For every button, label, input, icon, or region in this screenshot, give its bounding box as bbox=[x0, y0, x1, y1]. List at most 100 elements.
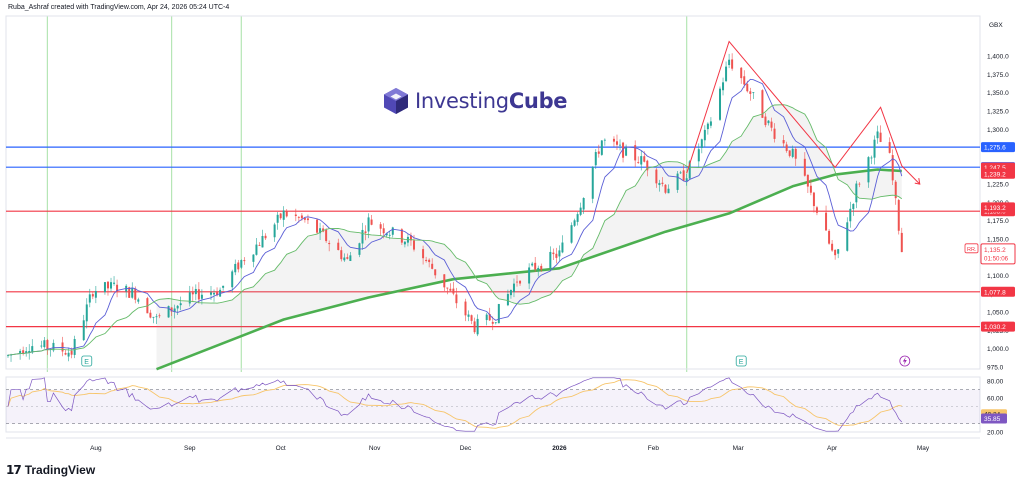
candle-body bbox=[155, 316, 158, 318]
candle-body bbox=[137, 299, 140, 302]
candle-body bbox=[697, 149, 700, 162]
candle-body bbox=[834, 249, 837, 256]
candle-body bbox=[200, 294, 203, 299]
candle-body bbox=[134, 288, 137, 300]
candle-body bbox=[761, 90, 764, 118]
ma-200-line bbox=[156, 168, 902, 371]
candle-body bbox=[91, 294, 94, 297]
candle-body bbox=[788, 150, 791, 156]
arrow-head bbox=[914, 178, 921, 185]
candle-body bbox=[682, 170, 685, 181]
candle-body bbox=[488, 314, 491, 321]
rsi-value-label: 35.85 bbox=[984, 416, 1001, 423]
price-grid bbox=[5, 15, 981, 370]
candle-body bbox=[85, 304, 88, 322]
candle-body bbox=[110, 282, 113, 289]
candle-body bbox=[7, 355, 9, 357]
candle-body bbox=[773, 128, 776, 139]
candle-body bbox=[213, 292, 216, 295]
candle-body bbox=[516, 281, 519, 283]
candle-body bbox=[379, 224, 382, 229]
cube-logo-icon bbox=[384, 88, 408, 114]
ma-fast-line bbox=[7, 78, 903, 356]
price-tick-label: 1,400.0 bbox=[987, 54, 1009, 61]
level-tag bbox=[981, 142, 1015, 153]
candle-body bbox=[812, 192, 815, 207]
candle-body bbox=[240, 260, 243, 268]
candle-body bbox=[688, 161, 691, 179]
candle-body bbox=[528, 267, 531, 284]
candle-body bbox=[794, 148, 797, 159]
candle-body bbox=[646, 160, 649, 171]
price-tick-label: 975.0 bbox=[987, 365, 1004, 372]
candle-body bbox=[731, 59, 734, 69]
candle-body bbox=[243, 260, 246, 262]
candle-body bbox=[894, 181, 897, 199]
candle-body bbox=[346, 257, 349, 259]
price-tick-label: 1,175.0 bbox=[987, 218, 1009, 225]
candle-body bbox=[658, 182, 661, 186]
event-marker-label: E bbox=[739, 359, 744, 366]
candle-body bbox=[837, 249, 840, 254]
rsi-signal-line bbox=[7, 379, 902, 429]
candle-body bbox=[634, 145, 637, 161]
time-tick-label: Nov bbox=[369, 445, 381, 452]
candle-body bbox=[719, 88, 722, 120]
rsi-tick-label: 20.00 bbox=[987, 430, 1004, 437]
candle-body bbox=[167, 306, 170, 318]
candle-body bbox=[888, 142, 891, 153]
candle-body bbox=[494, 322, 497, 324]
candle-body bbox=[349, 255, 352, 262]
candle-body bbox=[31, 346, 34, 353]
candle-body bbox=[749, 91, 752, 94]
candle-body bbox=[470, 315, 473, 321]
candle-body bbox=[870, 157, 873, 159]
candle-body bbox=[782, 140, 785, 144]
candle-body bbox=[582, 198, 585, 210]
candle-body bbox=[615, 141, 618, 145]
candle-body bbox=[667, 188, 670, 194]
candle-body bbox=[858, 183, 861, 185]
level-tag bbox=[981, 168, 1015, 179]
candle-body bbox=[619, 144, 622, 146]
candle-body bbox=[552, 252, 555, 255]
time-tick-label: Feb bbox=[648, 445, 660, 452]
candle-body bbox=[152, 316, 155, 318]
candle-body bbox=[176, 305, 179, 309]
candle-body bbox=[664, 184, 667, 193]
candle-body bbox=[449, 288, 452, 291]
candle-body bbox=[367, 217, 370, 232]
candle-body bbox=[128, 287, 131, 298]
logo-wordmark: InvestingCube bbox=[415, 89, 568, 113]
last-price-label: 1,135.2 bbox=[984, 247, 1006, 254]
candle-body bbox=[88, 294, 91, 303]
candle-body bbox=[388, 234, 391, 236]
candle-body bbox=[846, 222, 849, 251]
candle-body bbox=[43, 340, 46, 348]
candle-body bbox=[409, 235, 412, 241]
candle-body bbox=[740, 67, 743, 79]
candle-body bbox=[597, 151, 600, 154]
candle-body bbox=[579, 207, 582, 215]
candle-body bbox=[706, 123, 709, 130]
candle-body bbox=[709, 121, 712, 126]
level-tag bbox=[981, 202, 1015, 213]
candle-body bbox=[328, 243, 331, 245]
candle-body bbox=[561, 242, 564, 253]
candle-body bbox=[149, 312, 152, 318]
candle-body bbox=[279, 213, 282, 219]
candle-body bbox=[900, 232, 903, 253]
tradingview-footer[interactable]: 17 TradingView bbox=[6, 463, 95, 477]
candle-body bbox=[67, 352, 70, 357]
candle-body bbox=[876, 131, 879, 139]
candle-body bbox=[743, 76, 746, 85]
time-tick-label: 2026 bbox=[552, 445, 567, 452]
candle-body bbox=[70, 350, 73, 355]
price-pane-frame bbox=[5, 15, 981, 370]
event-marker-label: E bbox=[84, 359, 89, 366]
candle-body bbox=[555, 253, 558, 258]
candle-body bbox=[361, 229, 364, 244]
candle-body bbox=[497, 304, 500, 324]
